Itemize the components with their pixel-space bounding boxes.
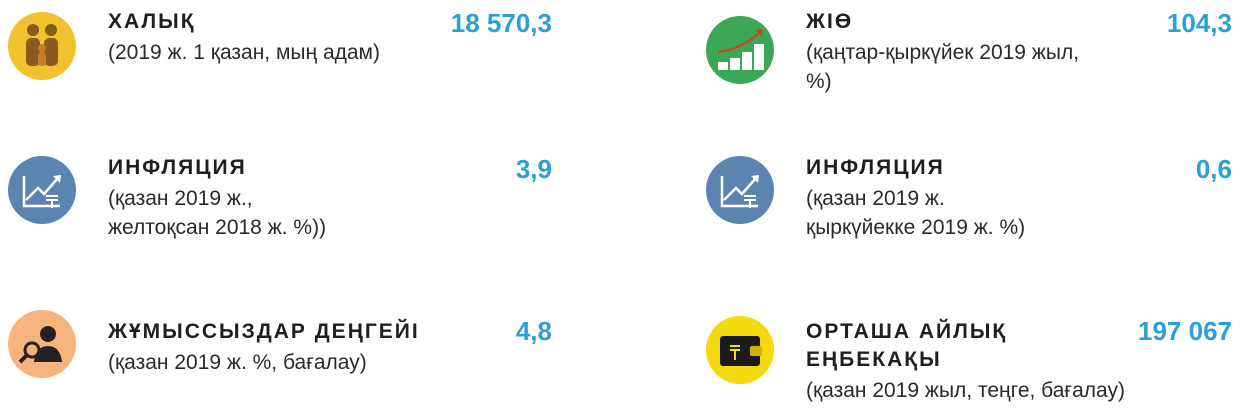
item-title-line: ХАЛЫҚ — [108, 10, 196, 33]
item-value-line: 104,3 — [1166, 8, 1232, 38]
item-subtitle: (қазан 2019 жыл, теңге, бағалау) — [806, 376, 1125, 405]
item-subtitle-line: %) — [806, 70, 832, 93]
item-subtitle-line: (қазан 2019 ж. — [806, 187, 945, 210]
item-subtitle-line: қыркүйекке 2019 ж. %) — [806, 216, 1026, 239]
item-value-line: 3,9 — [515, 154, 552, 184]
item-value-line: 4,8 — [515, 316, 552, 346]
item-subtitle-line: (2019 ж. 1 қазан, мың адам) — [108, 41, 380, 64]
icon-inflation — [706, 156, 774, 224]
icon-unemployment — [8, 310, 76, 378]
item-value-line: 0,6 — [1195, 154, 1232, 184]
item-subtitle: (қазан 2019 ж., желтоқсан 2018 ж. %)) — [108, 184, 326, 242]
item-title-line: ИНФЛЯЦИЯ — [108, 156, 247, 179]
item-title-line: ЖІӨ — [806, 10, 854, 33]
item-title-line: ЖҰМЫССЫЗДАР ДЕҢГЕЙІ — [108, 320, 420, 343]
item-title: ХАЛЫҚ — [108, 8, 196, 36]
item-subtitle: (қазан 2019 ж. қыркүйекке 2019 ж. %) — [806, 184, 1025, 242]
icon-population — [8, 12, 76, 80]
item-value: 4,8 — [332, 316, 552, 346]
item-subtitle-line: (қазан 2019 ж. %, бағалау) — [108, 351, 367, 374]
icon-gdp — [706, 16, 774, 84]
item-subtitle: (2019 ж. 1 қазан, мың адам) — [108, 38, 380, 67]
item-value: 197 067 — [1012, 316, 1232, 346]
icon-inflation — [8, 156, 76, 224]
item-title-line: ОРТАША АЙЛЫҚ — [806, 320, 1008, 343]
item-value: 104,3 — [1012, 8, 1232, 38]
item-title: ЖҰМЫССЫЗДАР ДЕҢГЕЙІ — [108, 318, 420, 346]
item-title: ЖІӨ — [806, 8, 853, 36]
item-value: 3,9 — [332, 154, 552, 184]
item-subtitle: (қаңтар-қыркүйек 2019 жыл,%) — [806, 38, 1079, 96]
item-value-line: 18 570,3 — [450, 8, 552, 38]
item-title: ИНФЛЯЦИЯ — [108, 154, 247, 182]
item-value: 0,6 — [1012, 154, 1232, 184]
item-title: ОРТАША АЙЛЫҚ ЕҢБЕКАҚЫ — [806, 318, 1007, 374]
item-value-line: 197 067 — [1138, 316, 1232, 346]
item-value: 18 570,3 — [332, 8, 552, 38]
item-subtitle-line: (қаңтар-қыркүйек 2019 жыл, — [806, 41, 1080, 64]
item-title: ИНФЛЯЦИЯ — [806, 154, 945, 182]
icon-salary — [706, 316, 774, 384]
item-subtitle-line: желтоқсан 2018 ж. %)) — [108, 216, 327, 239]
item-subtitle-line: (қазан 2019 ж., — [108, 187, 253, 210]
item-title-line: ЕҢБЕКАҚЫ — [806, 348, 942, 371]
item-subtitle-line: (қазан 2019 жыл, теңге, бағалау) — [806, 379, 1125, 402]
item-title-line: ИНФЛЯЦИЯ — [806, 156, 945, 179]
item-subtitle: (қазан 2019 ж. %, бағалау) — [108, 348, 367, 377]
